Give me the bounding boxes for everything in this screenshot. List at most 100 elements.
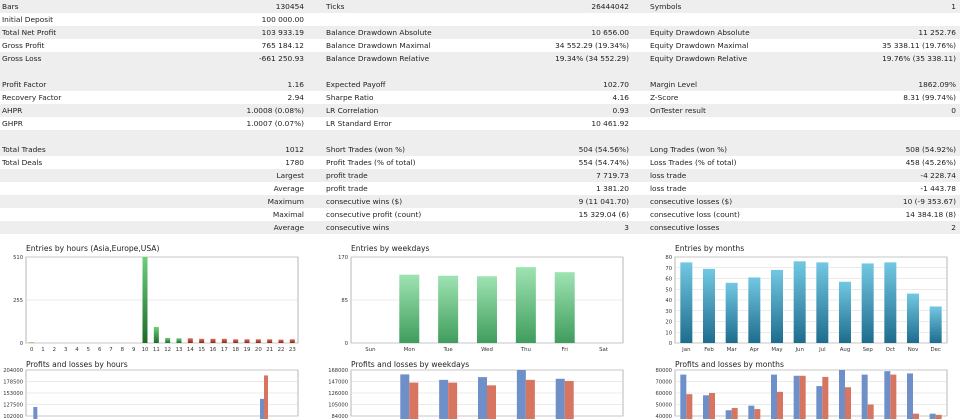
entries-months-bar [861, 263, 874, 343]
entries-months-x-tick-label: Oct [886, 347, 895, 353]
report-row: Gross Profit 765 184.12 Balance Drawdown M… [0, 39, 960, 52]
entries-hours-x-tick-label: 3 [64, 347, 67, 353]
entries-hours-x-tick-label: 13 [176, 347, 183, 353]
pl-months-profit-bar [816, 386, 823, 419]
entries-hours-bar [199, 338, 205, 343]
pl-weekdays-y-tick-label: 126000 [328, 391, 348, 397]
metric-value: -1 443.78 [920, 184, 956, 193]
pl-months-y-tick-label: 80000 [655, 368, 672, 374]
entries-hours-bar [244, 339, 250, 343]
pl-months-profit-bar [793, 375, 800, 419]
metric-value: 1 [951, 2, 956, 11]
entries-weekdays-x-tick-label: Fri [562, 347, 568, 353]
metric-label: profit trade [326, 184, 368, 193]
metric-value: 0 [951, 106, 956, 115]
pl-months-y-tick-label: 50000 [655, 403, 672, 409]
metric-label: Ticks [326, 2, 345, 11]
metric-label: Symbols [650, 2, 682, 11]
chart-title-pl-weekdays: Profits and losses by weekdays [351, 360, 470, 369]
metric-label: Profit Factor [2, 80, 47, 89]
entries-months-bar [703, 268, 715, 343]
entries-hours-y-tick-label: 255 [13, 298, 23, 304]
entries-hours-x-tick-label: 5 [87, 347, 90, 353]
charts-area: Entries by hours (Asia,Europe,USA) Entri… [0, 240, 960, 419]
report-row: Maximal consecutive profit (count) 15 329.… [0, 208, 960, 221]
pl-months-y-tick-label: 60000 [655, 391, 672, 397]
entries-months-x-tick-label: Aug [840, 347, 851, 353]
metric-value: 458 (45.26%) [905, 158, 956, 167]
chart-title-pl-months: Profits and losses by months [675, 360, 784, 369]
metric-label: Bars [2, 2, 19, 11]
report-row: Largest profit trade 7 719.73 loss trade -4 … [0, 169, 960, 182]
entries-weekdays-x-tick-label: Wed [481, 347, 493, 353]
entries-hours-bar [29, 342, 35, 343]
metric-value: 765 184.12 [261, 41, 304, 50]
report-row: Recovery Factor 2.94 Sharpe Ratio 4.16 Z-Sco… [0, 91, 960, 104]
metric-value: 554 (54.74%) [578, 158, 629, 167]
metric-label: Loss Trades (% of total) [650, 158, 737, 167]
entries-weekdays-x-tick-label: Thu [520, 347, 531, 353]
report-row: Maximum consecutive wins ($) 9 (11 041.70)… [0, 195, 960, 208]
metric-value: 1.0007 (0.07%) [246, 119, 304, 128]
pl-months-loss-bar [867, 404, 874, 419]
pl-weekdays-loss-bar [525, 379, 535, 419]
report-row: Total Deals 1780 Profit Trades (% of total… [0, 156, 960, 169]
entries-months-x-tick-label: Dec [930, 347, 940, 353]
metric-label: Profit Trades (% of total) [326, 158, 416, 167]
entries-months-y-tick-label: 60 [665, 277, 672, 283]
entries-weekdays-x-tick-label: Mon [404, 347, 415, 353]
report-row: Average consecutive wins 3 consecutive loss… [0, 221, 960, 234]
entries-hours-x-tick-label: 23 [289, 347, 296, 353]
pl-weekdays-y-tick-label: 84000 [331, 414, 348, 419]
entries-weekdays-y-tick-label: 170 [338, 255, 348, 261]
metric-value: Average [273, 184, 304, 193]
entries-months-y-tick-label: 10 [665, 330, 672, 336]
metric-label: LR Correlation [326, 106, 379, 115]
entries-months-bar [816, 262, 829, 343]
metric-value: Average [273, 223, 304, 232]
metric-label: consecutive losses [650, 223, 720, 232]
entries-months-bar [793, 261, 806, 343]
pl-months-loss-bar [935, 414, 942, 419]
entries-hours-bar [278, 339, 284, 343]
metric-value: 19.34% (34 552.29) [555, 54, 629, 63]
pl-months-profit-bar [748, 405, 755, 419]
pl-months-profit-bar [703, 395, 709, 419]
metric-value: 35 338.11 (19.76%) [882, 41, 956, 50]
pl-weekdays-profit-bar [516, 370, 526, 419]
entries-weekdays-bar [438, 275, 459, 343]
metric-value: 15 329.04 (6) [578, 210, 629, 219]
entries-months-x-tick-label: Feb [704, 347, 714, 353]
pl-weekdays-profit-bar [478, 377, 487, 419]
metric-value: 1.16 [287, 80, 304, 89]
entries-months-bar [907, 293, 919, 343]
entries-months-bar [884, 262, 897, 343]
spacer-row [0, 130, 960, 143]
metric-value: -661 250.93 [259, 54, 304, 63]
entries-hours-x-tick-label: 8 [121, 347, 125, 353]
entries-months-y-tick-label: 50 [665, 287, 672, 293]
entries-months-bar [725, 282, 738, 343]
pl-months-profit-bar [861, 374, 868, 419]
entries-hours-bar [255, 339, 261, 343]
pl-months-y-tick-label: 70000 [655, 380, 672, 386]
report-row: Bars 130454 Ticks 26444042 Symbols 1 [0, 0, 960, 13]
metric-label: Total Trades [2, 145, 46, 154]
metric-value: 1012 [285, 145, 304, 154]
entries-weekdays-y-tick-label: 0 [345, 341, 348, 347]
pl-months-profit-bar [771, 374, 777, 419]
metric-label: Margin Level [650, 80, 698, 89]
entries-months-bar [748, 277, 761, 343]
metric-label: Balance Drawdown Absolute [326, 28, 432, 37]
metric-label: Z-Score [650, 93, 679, 102]
metric-value: 504 (54.56%) [578, 145, 629, 154]
metric-value: 14 384.18 (8) [905, 210, 956, 219]
metric-label: Equity Drawdown Absolute [650, 28, 750, 37]
entries-months-y-tick-label: 20 [665, 320, 672, 326]
metric-label: Gross Loss [2, 54, 42, 63]
entries-weekdays-bar [515, 267, 536, 343]
metric-label: Equity Drawdown Relative [650, 54, 748, 63]
entries-weekdays-bar [477, 276, 497, 343]
metric-value: 4.16 [612, 93, 629, 102]
metric-label: Sharpe Ratio [326, 93, 374, 102]
